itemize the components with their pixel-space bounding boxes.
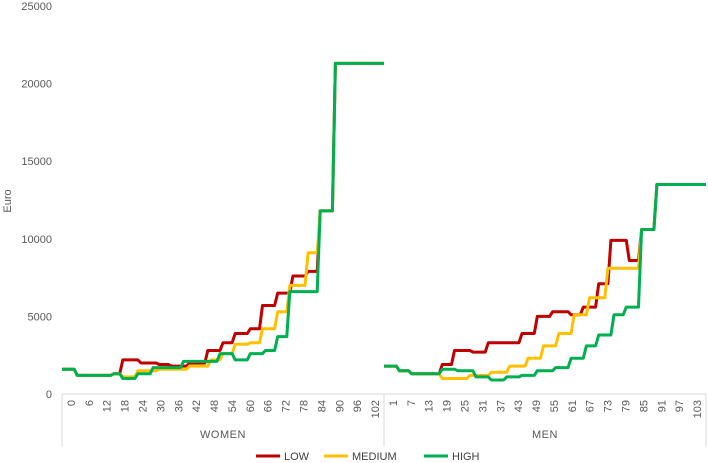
legend-label-low: LOW — [284, 451, 310, 463]
x-tick-label: 97 — [674, 400, 686, 412]
x-tick-label: 55 — [549, 400, 561, 412]
y-tick-label: 5000 — [28, 311, 52, 323]
y-tick-label: 20000 — [21, 79, 52, 91]
x-tick-label: 6 — [84, 400, 96, 406]
x-tick-label: 18 — [120, 400, 132, 412]
x-tick-label: 79 — [621, 400, 633, 412]
y-tick-label: 0 — [46, 389, 52, 401]
x-tick-label: 36 — [173, 400, 185, 412]
series-line-men-high — [384, 183, 706, 382]
series-layer — [62, 61, 706, 382]
x-tick-label: 1 — [388, 400, 400, 406]
legend: LOW MEDIUM HIGH — [256, 451, 480, 463]
series-line-women-high — [62, 61, 384, 380]
x-tick-label: 60 — [245, 400, 257, 412]
y-axis-label: Euro — [2, 189, 14, 212]
x-tick-label: 96 — [352, 400, 364, 412]
x-tick-label: 7 — [406, 400, 418, 406]
x-tick-label: 90 — [334, 400, 346, 412]
legend-label-high: HIGH — [452, 451, 480, 463]
x-tick-label: 85 — [638, 400, 650, 412]
x-tick-label: 67 — [585, 400, 597, 412]
x-tick-label: 24 — [138, 400, 150, 412]
x-tick-label: 30 — [155, 400, 167, 412]
x-tick-label: 13 — [424, 400, 436, 412]
x-tick-label: 42 — [191, 400, 203, 412]
x-tick-label: 25 — [460, 400, 472, 412]
x-tick-label: 43 — [513, 400, 525, 412]
x-tick-label: 48 — [209, 400, 221, 412]
x-tick-label: 19 — [442, 400, 454, 412]
x-tick-label: 103 — [692, 400, 704, 418]
x-tick-label: 66 — [263, 400, 275, 412]
x-tick-label: 0 — [66, 400, 78, 406]
x-tick-label: 31 — [477, 400, 489, 412]
x-tick-label: 72 — [281, 400, 293, 412]
y-tick-label: 10000 — [21, 234, 52, 246]
x-tick-label: 102 — [370, 400, 382, 418]
x-tick-label: 49 — [531, 400, 543, 412]
x-tick-label: 54 — [227, 400, 239, 412]
series-line-men-low — [384, 183, 706, 376]
x-tick-label: 37 — [495, 400, 507, 412]
y-tick-label: 25000 — [21, 1, 52, 13]
x-tick-label: 61 — [567, 400, 579, 412]
series-line-men-medium — [384, 183, 706, 380]
legend-label-medium: MEDIUM — [352, 451, 397, 463]
x-group-label: WOMEN — [200, 429, 246, 441]
x-tick-label: 84 — [316, 400, 328, 412]
x-tick-label: 91 — [656, 400, 668, 412]
x-tick-label: 73 — [603, 400, 615, 412]
x-tick-label: 12 — [102, 400, 114, 412]
x-group-label: MEN — [532, 429, 558, 441]
x-tick-label: 78 — [299, 400, 311, 412]
y-tick-label: 15000 — [21, 156, 52, 168]
